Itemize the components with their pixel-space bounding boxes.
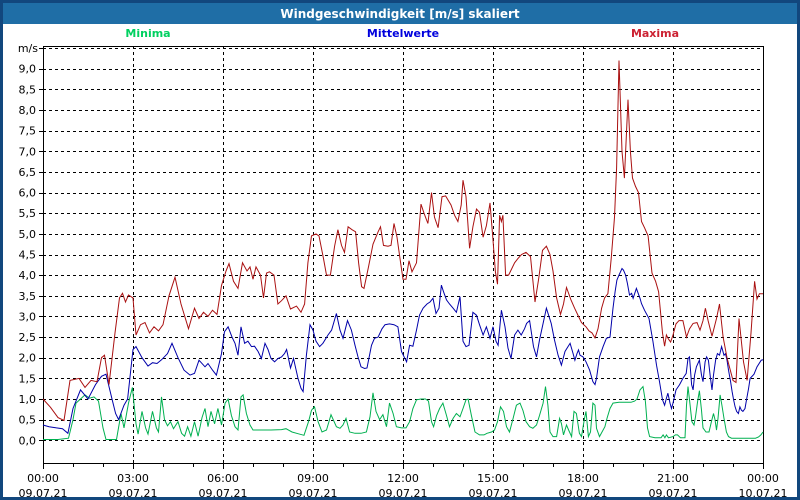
y-axis-label: 3,5 [19,290,37,303]
y-axis-label: 9,0 [19,63,37,76]
x-axis-time-label: 09:00 [297,472,329,485]
y-axis-label: 1,0 [19,393,37,406]
title-bar: Windgeschwindigkeit [m/s] skaliert [3,3,797,24]
line-chart: 9,0 8,5 8,0 7,5 7,0 6,5 6,0 5,5 5,0 4,5 4,0 3,5 3,0 2… [18,42,788,500]
page-title: Windgeschwindigkeit [m/s] skaliert [280,6,520,21]
y-axis-label: 7,5 [19,125,37,138]
x-axis-date-label: 09.07.21 [199,487,248,500]
y-axis-label: 4,5 [19,249,37,262]
x-axis-time-label: 12:00 [387,472,419,485]
legend-item-minima: Minima [125,27,171,40]
y-axis-label: 7,0 [19,145,37,158]
series-line-maxima [42,60,763,422]
y-axis-label: 0,0 [19,434,37,447]
axis-ticks [39,48,764,469]
x-axis-date-label: 09.07.21 [559,487,608,500]
axis-labels: 9,0 8,5 8,0 7,5 7,0 6,5 6,0 5,5 5,0 4,5 4,0 3,5 3,0 2… [18,42,788,500]
y-axis-unit-label: m/s [18,42,38,55]
y-axis-label: 8,5 [19,83,37,96]
x-axis-time-label: 18:00 [567,472,599,485]
gridlines [43,46,763,463]
x-axis-time-label: 06:00 [207,472,239,485]
y-axis-label: 3,0 [19,310,37,323]
y-axis-label: 0,5 [19,414,37,427]
series-line-minima [43,385,764,440]
legend-item-maxima: Maxima [630,27,680,40]
x-axis-date-label: 09.07.21 [469,487,518,500]
y-axis-label: 1,5 [19,372,37,385]
y-axis-label: 8,0 [19,104,37,117]
x-axis-date-label: 09.07.21 [19,487,68,500]
x-axis-date-label: 09.07.21 [379,487,428,500]
x-axis-time-label: 00:00 [747,472,779,485]
y-axis-label: 6,5 [19,166,37,179]
plot-border [43,46,764,464]
x-axis-date-label: 09.07.21 [289,487,338,500]
y-axis-label: 5,5 [19,207,37,220]
legend-item-mittelwerte: Mittelwerte [366,27,440,40]
x-axis-date-label: 09.07.21 [649,487,698,500]
series-line-mittelwerte [42,267,764,435]
x-axis-time-label: 03:00 [117,472,149,485]
y-axis-label: 2,0 [19,352,37,365]
x-axis-time-label: 21:00 [657,472,689,485]
x-axis-time-label: 15:00 [477,472,509,485]
y-axis-label: 2,5 [19,331,37,344]
y-axis-label: 5,0 [19,228,37,241]
x-axis-time-label: 00:00 [27,472,59,485]
x-axis-date-label: 09.07.21 [109,487,158,500]
legend: Minima Mittelwerte Maxima [3,25,797,43]
x-axis-date-label: 10.07.21 [739,487,788,500]
y-axis-label: 4,0 [19,269,37,282]
y-axis-label: 6,0 [19,187,37,200]
